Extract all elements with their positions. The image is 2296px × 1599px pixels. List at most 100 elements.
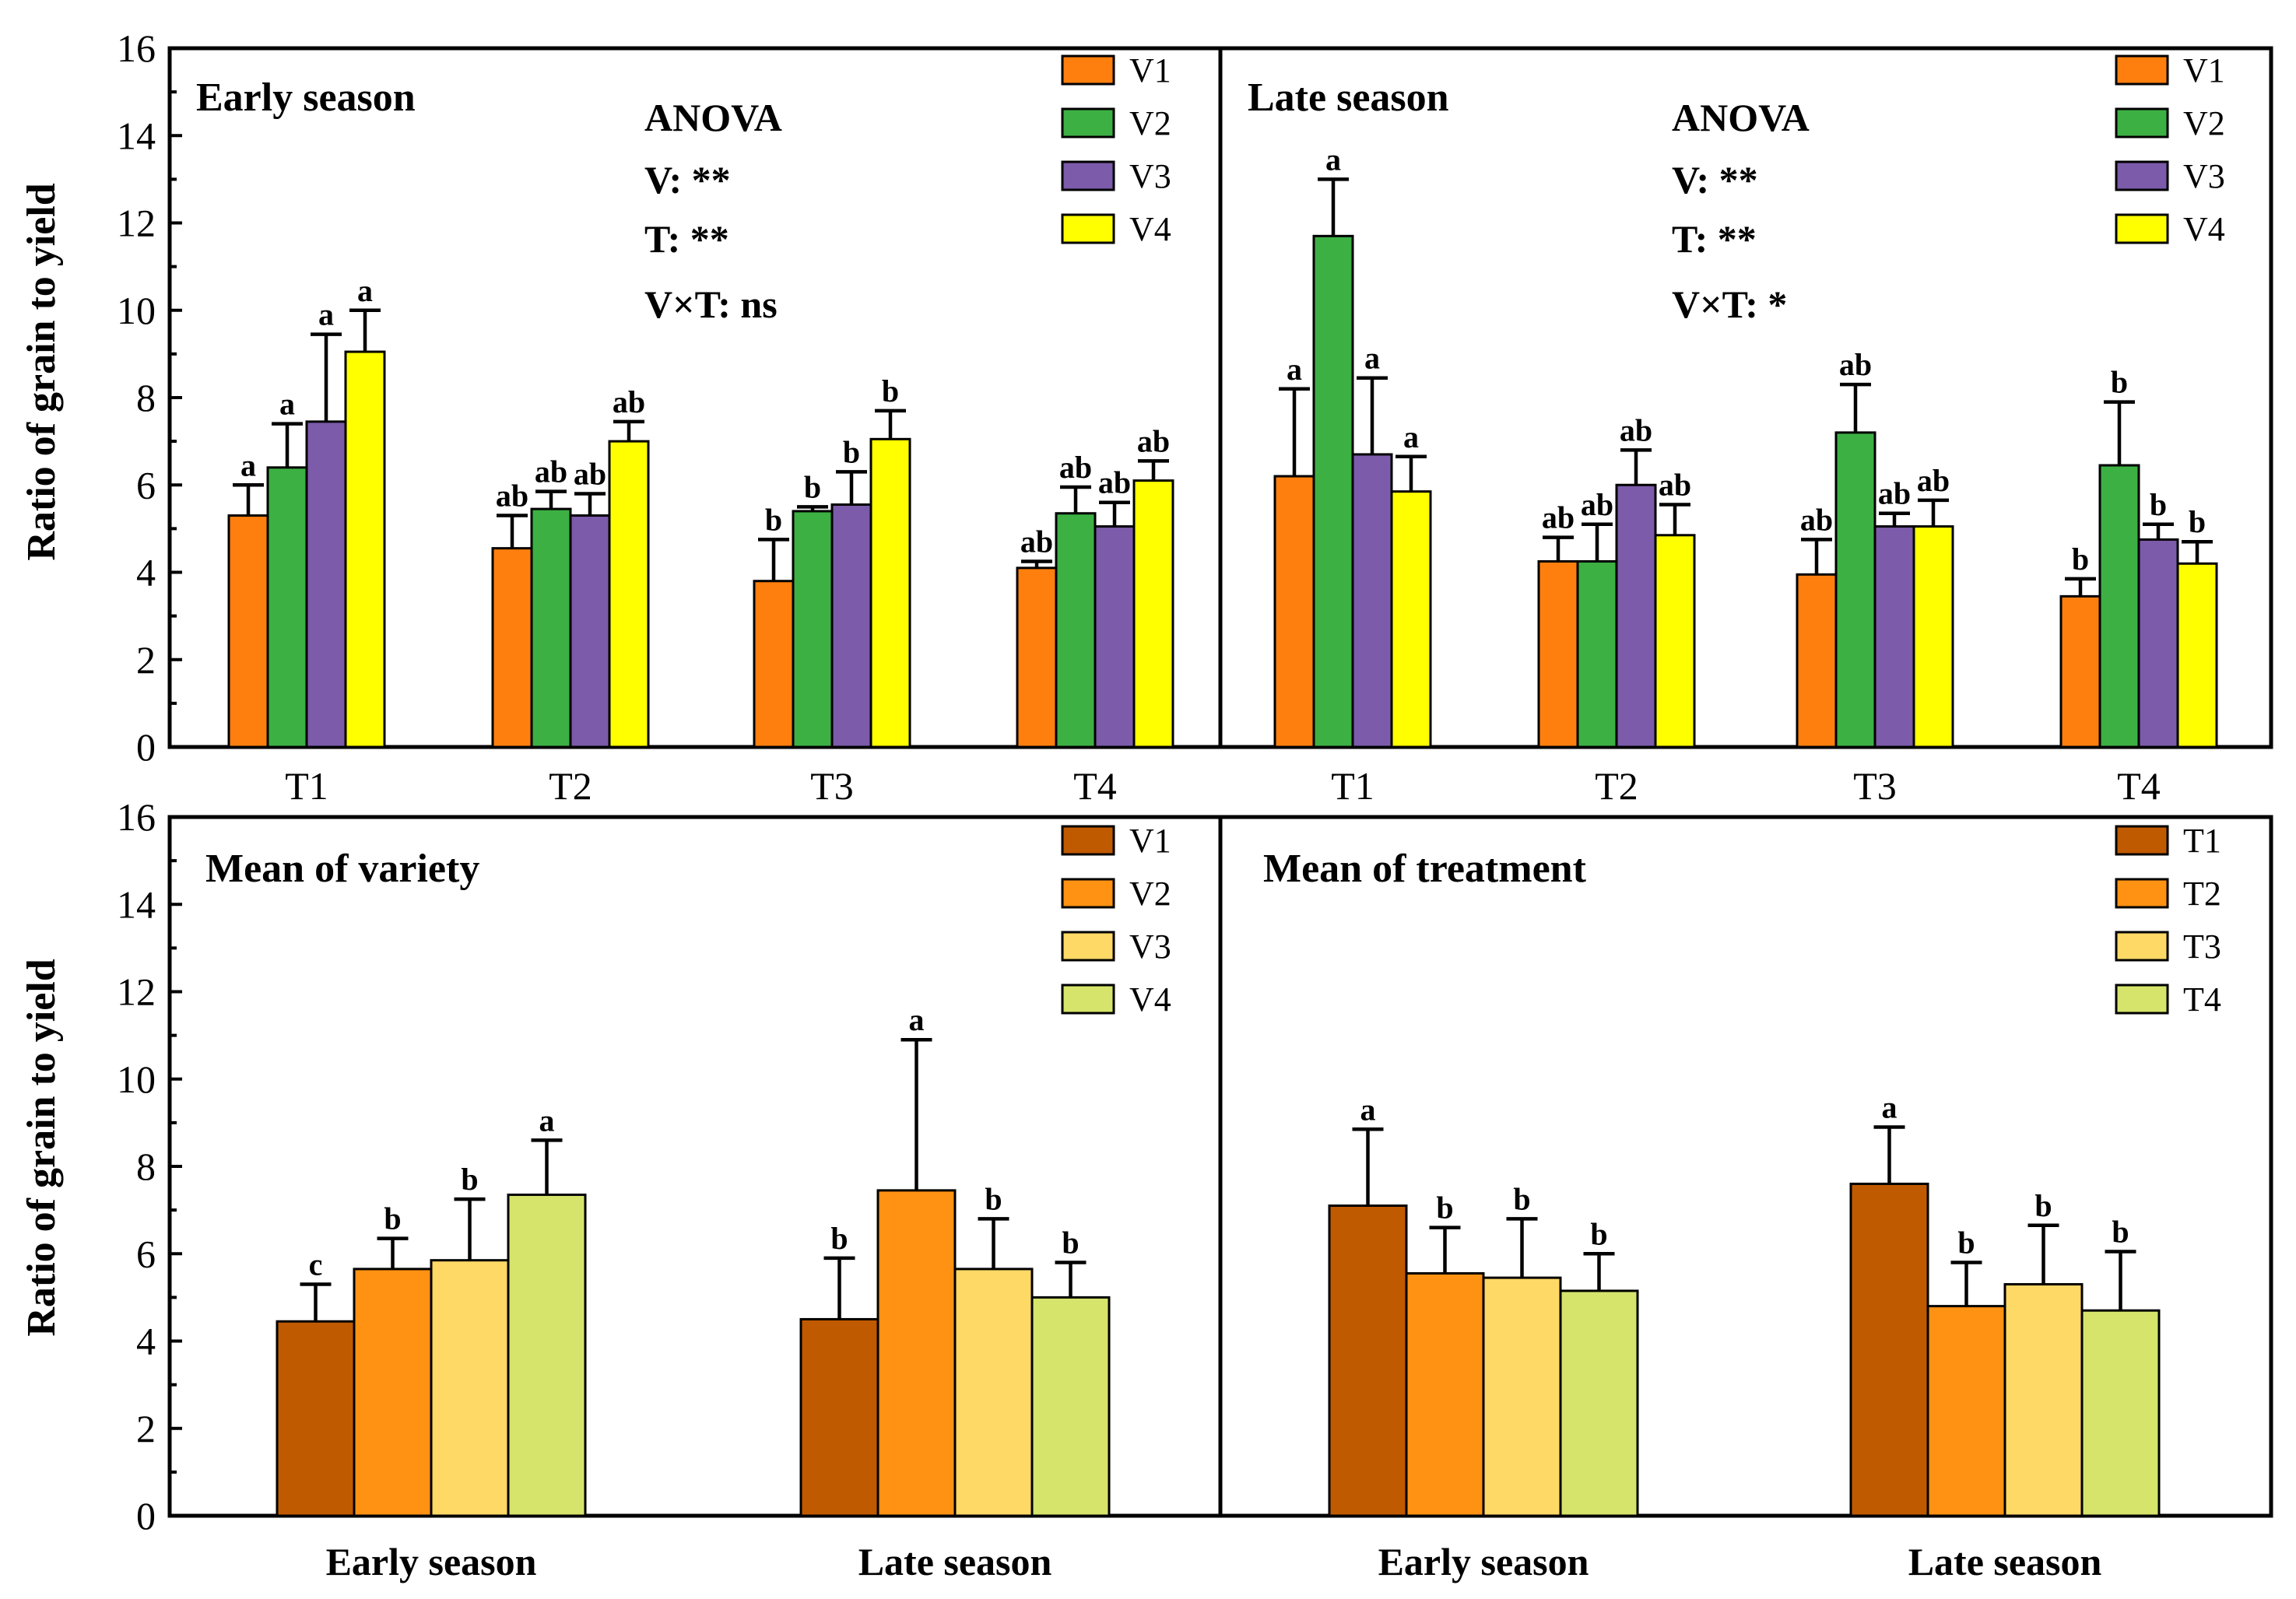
bar-t4 [1559, 1289, 1639, 1517]
legend-swatch [2115, 54, 2169, 86]
legend-swatch [2115, 107, 2169, 139]
bar-t2 [1405, 1272, 1485, 1517]
bar-v4 [1912, 525, 1954, 749]
bar-v3 [1094, 525, 1136, 749]
significance-letter: ab [1020, 524, 1053, 559]
y-tick-label: 10 [117, 289, 156, 332]
anova-title: ANOVA [1672, 96, 1810, 139]
significance-letter: ab [1137, 423, 1170, 458]
y-tick-label: 4 [136, 551, 156, 594]
bar-v2 [2098, 464, 2140, 749]
significance-letter: b [1062, 1225, 1079, 1260]
bar-v4 [1030, 1296, 1111, 1517]
bar-v4 [344, 350, 386, 749]
x-tick-label: T4 [1073, 764, 1117, 808]
significance-letter: a [1287, 352, 1302, 387]
legend-swatch [2115, 213, 2169, 244]
legend-swatch [2115, 825, 2169, 856]
significance-letter: b [985, 1181, 1002, 1216]
bar-v4 [2176, 562, 2218, 749]
bar-v3 [305, 420, 347, 749]
significance-letter: a [909, 1002, 925, 1037]
y-tick-label: 0 [136, 1494, 156, 1538]
significance-letter: b [804, 469, 821, 504]
significance-letter: ab [535, 454, 567, 489]
significance-letter: a [240, 447, 256, 482]
bar-v1 [1537, 559, 1579, 749]
bar-v4 [608, 440, 650, 749]
y-tick-label: 14 [117, 114, 156, 157]
bar-v2 [530, 507, 572, 749]
legend-swatch [1061, 107, 1115, 139]
bar-v2 [1576, 559, 1618, 749]
anova-vxt: V×T: ns [644, 282, 778, 326]
bar-v2 [876, 1189, 957, 1517]
significance-letter: ab [1659, 468, 1691, 503]
significance-letter: a [1882, 1089, 1898, 1124]
y-tick-label: 10 [117, 1057, 156, 1101]
bar-v2 [1055, 512, 1097, 749]
y-tick-label: 14 [117, 882, 156, 926]
bar-v1 [1796, 573, 1838, 749]
significance-letter: ab [1620, 412, 1652, 447]
anova-v: V: ** [1672, 158, 1758, 202]
bar-v4 [1390, 490, 1432, 749]
anova-vxt: V×T: * [1672, 282, 1787, 326]
bar-t2 [1926, 1305, 2006, 1517]
significance-letter: ab [574, 456, 606, 491]
significance-letter: b [2150, 487, 2167, 522]
significance-letter: b [2111, 365, 2128, 400]
legend-label: V2 [2183, 104, 2225, 142]
y-tick-label: 4 [136, 1320, 156, 1363]
bar-v3 [569, 514, 611, 749]
significance-letter: b [843, 434, 860, 469]
x-tick-label: T1 [285, 764, 328, 808]
significance-letter: b [461, 1162, 478, 1197]
bar-v4 [1654, 534, 1696, 749]
y-tick-label: 2 [136, 638, 156, 682]
panel-title-mean-of-variety: Mean of variety [205, 847, 479, 891]
x-tick-label: T3 [810, 764, 854, 808]
x-tick-label: Late season [1908, 1540, 2102, 1583]
bar-v1 [227, 514, 269, 749]
bar-t3 [2003, 1283, 2084, 1517]
legend-swatch [2115, 984, 2169, 1015]
anova-v: V: ** [644, 158, 731, 202]
legend-swatch [1061, 984, 1115, 1015]
bar-v2 [353, 1268, 433, 1517]
legend-label: V1 [1129, 51, 1171, 89]
legend-label: T3 [2183, 927, 2221, 966]
y-tick-label: 6 [136, 463, 156, 507]
legend-swatch [2115, 878, 2169, 909]
x-tick-label: Late season [858, 1540, 1052, 1583]
significance-letter: b [882, 373, 899, 409]
legend-label: V1 [1129, 822, 1171, 860]
significance-letter: b [384, 1201, 401, 1236]
bar-v2 [266, 466, 308, 749]
plot-frame [1218, 46, 2273, 749]
panel-title-early-season: Early season [196, 75, 416, 120]
significance-letter: b [2189, 504, 2206, 539]
significance-letter: a [1403, 419, 1419, 454]
bar-v3 [1615, 483, 1657, 749]
significance-letter: ab [1917, 463, 1950, 498]
y-tick-label: 12 [117, 970, 156, 1014]
y-tick-label: 12 [117, 202, 156, 245]
legend-label: V4 [2183, 210, 2225, 248]
bar-t3 [1482, 1276, 1562, 1517]
bar-v1 [799, 1317, 879, 1517]
significance-letter: b [765, 502, 782, 537]
bar-v1 [753, 580, 795, 749]
bar-v1 [1273, 475, 1315, 749]
bar-v3 [430, 1259, 510, 1517]
x-tick-label: Early season [326, 1540, 537, 1583]
legend-label: T4 [2183, 980, 2221, 1019]
bar-v2 [1312, 234, 1354, 749]
significance-letter: a [539, 1103, 555, 1138]
legend-label: T2 [2183, 875, 2221, 913]
significance-letter: ab [1839, 347, 1872, 382]
significance-letter: ab [1542, 500, 1575, 535]
x-tick-label: Early season [1378, 1540, 1589, 1583]
significance-letter: b [1513, 1181, 1530, 1216]
panel-title-mean-of-treatment: Mean of treatment [1263, 847, 1587, 891]
